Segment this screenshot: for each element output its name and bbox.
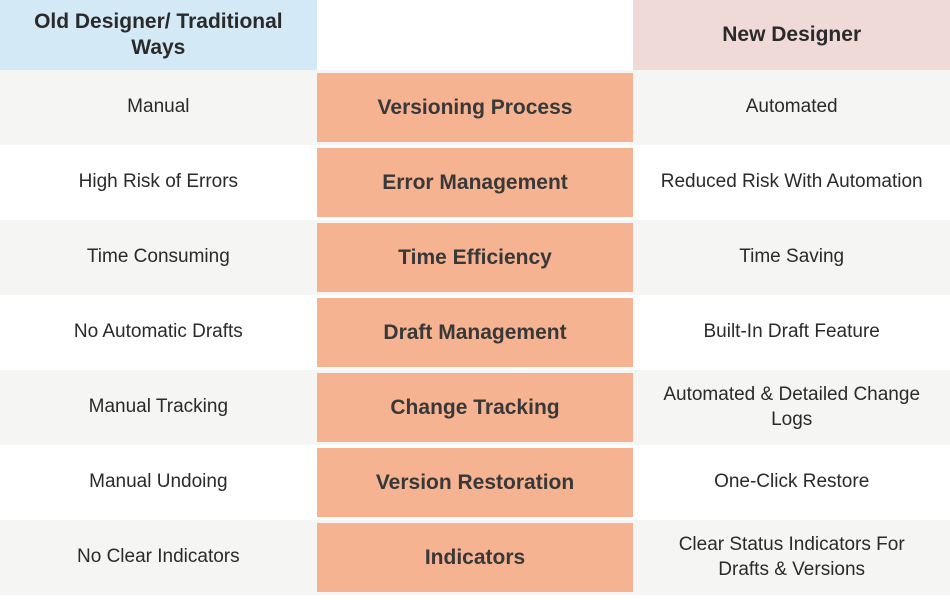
- category-label: Version Restoration: [317, 448, 634, 517]
- new-value: Automated: [633, 70, 950, 145]
- new-value: Built-In Draft Feature: [633, 295, 950, 370]
- table-row: No Automatic Drafts Draft Management Bui…: [0, 295, 950, 370]
- category-label: Draft Management: [317, 298, 634, 367]
- table-row: Manual Tracking Change Tracking Automate…: [0, 370, 950, 445]
- table-row: Time Consuming Time Efficiency Time Savi…: [0, 220, 950, 295]
- old-value: Manual Tracking: [0, 370, 317, 445]
- old-value: Time Consuming: [0, 220, 317, 295]
- comparison-table: Old Designer/ Traditional Ways New Desig…: [0, 0, 950, 595]
- category-label: Error Management: [317, 148, 634, 217]
- table-row: Manual Versioning Process Automated: [0, 70, 950, 145]
- old-value: No Clear Indicators: [0, 520, 317, 595]
- category-label: Change Tracking: [317, 373, 634, 442]
- category-label: Indicators: [317, 523, 634, 592]
- header-center: [317, 0, 634, 70]
- new-value: One-Click Restore: [633, 445, 950, 520]
- old-value: No Automatic Drafts: [0, 295, 317, 370]
- table-row: No Clear Indicators Indicators Clear Sta…: [0, 520, 950, 595]
- old-value: Manual Undoing: [0, 445, 317, 520]
- category-label: Time Efficiency: [317, 223, 634, 292]
- header-new-designer: New Designer: [633, 0, 950, 70]
- new-value: Reduced Risk With Automation: [633, 145, 950, 220]
- new-value: Time Saving: [633, 220, 950, 295]
- old-value: High Risk of Errors: [0, 145, 317, 220]
- category-label: Versioning Process: [317, 73, 634, 142]
- table-row: High Risk of Errors Error Management Red…: [0, 145, 950, 220]
- new-value: Automated & Detailed Change Logs: [633, 370, 950, 445]
- table-row: Manual Undoing Version Restoration One-C…: [0, 445, 950, 520]
- header-old-designer: Old Designer/ Traditional Ways: [0, 0, 317, 70]
- old-value: Manual: [0, 70, 317, 145]
- header-row: Old Designer/ Traditional Ways New Desig…: [0, 0, 950, 70]
- new-value: Clear Status Indicators For Drafts & Ver…: [633, 520, 950, 595]
